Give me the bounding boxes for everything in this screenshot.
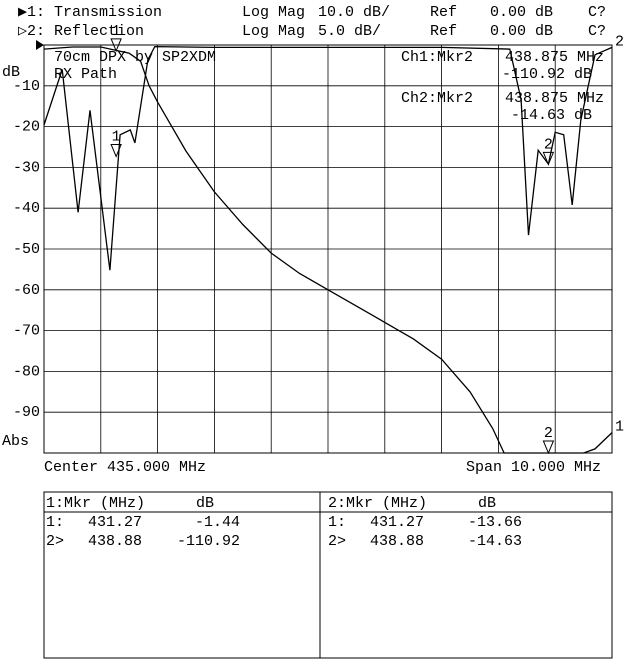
readout-value: -110.92 dB xyxy=(502,66,592,83)
y-tick-label: -80 xyxy=(13,363,40,380)
marker-triangle xyxy=(542,440,555,455)
trace-ref: 0.00 dB xyxy=(490,23,553,40)
table-cell: -1.44 xyxy=(195,514,240,531)
y-tick-label: -70 xyxy=(13,323,40,340)
table-header: 1:Mkr (MHz) xyxy=(46,495,145,512)
table-header: dB xyxy=(478,495,496,512)
ref-arrow xyxy=(36,40,44,50)
y-tick-label: -10 xyxy=(13,78,40,95)
trace-end-label: 2 xyxy=(615,33,624,50)
trace-format: Log Mag xyxy=(242,4,305,21)
marker-number: 1 xyxy=(112,23,121,40)
trace-indicator: ▷2: xyxy=(18,23,45,40)
table-cell: 1: xyxy=(328,514,346,531)
trace-scale: 10.0 dB/ xyxy=(318,4,390,21)
center-label: Center 435.000 MHz xyxy=(44,459,206,476)
marker-number: 2 xyxy=(544,425,553,442)
y-tick-label: -60 xyxy=(13,282,40,299)
readout-label: Ch1:Mkr2 xyxy=(401,49,473,66)
y-tick-label: -50 xyxy=(13,241,40,258)
y-axis-label: dB xyxy=(2,64,20,81)
table-header: dB xyxy=(196,495,214,512)
trace-line xyxy=(43,45,613,271)
table-cell: -14.63 xyxy=(468,533,522,550)
y-tick-label: -90 xyxy=(13,404,40,421)
trace-ref-label: Ref xyxy=(430,23,457,40)
y-tick-label: -40 xyxy=(13,200,40,217)
table-cell: 438.88 xyxy=(88,533,142,550)
trace-indicator: ▶1: xyxy=(18,4,45,21)
marker-triangle xyxy=(542,151,555,166)
table-cell: 431.27 xyxy=(370,514,424,531)
table-cell: 2> xyxy=(46,533,64,550)
marker-number: 2 xyxy=(544,136,553,153)
readout-value: -14.63 dB xyxy=(511,107,592,124)
table-cell: 2> xyxy=(328,533,346,550)
y-tick-label: -20 xyxy=(13,119,40,136)
marker-table-frame xyxy=(43,491,613,659)
y-tick-label: -30 xyxy=(13,159,40,176)
trace-format: Log Mag xyxy=(242,23,305,40)
table-cell: 1: xyxy=(46,514,64,531)
trace-end-label: 1 xyxy=(615,419,624,436)
span-label: Span 10.000 MHz xyxy=(466,459,601,476)
trace-status: C? xyxy=(588,23,606,40)
table-header: 2:Mkr (MHz) xyxy=(328,495,427,512)
marker-triangle xyxy=(110,38,122,53)
trace-scale: 5.0 dB/ xyxy=(318,23,381,40)
trace-status: C? xyxy=(588,4,606,21)
marker-triangle xyxy=(110,143,122,158)
readout-label: Ch2:Mkr2 xyxy=(401,90,473,107)
chart-subtitle: RX Path xyxy=(54,66,117,83)
trace-ref: 0.00 dB xyxy=(490,4,553,21)
table-cell: -110.92 xyxy=(177,533,240,550)
table-cell: 438.88 xyxy=(370,533,424,550)
trace-name: Reflection xyxy=(54,23,144,40)
trace-ref-label: Ref xyxy=(430,4,457,21)
format-label: Abs xyxy=(2,433,29,450)
trace-line xyxy=(43,46,613,454)
readout-freq: 438.875 MHz xyxy=(505,49,604,66)
trace-name: Transmission xyxy=(54,4,162,21)
table-cell: -13.66 xyxy=(468,514,522,531)
table-cell: 431.27 xyxy=(88,514,142,531)
readout-freq: 438.875 MHz xyxy=(505,90,604,107)
marker-number: 1 xyxy=(112,128,121,145)
